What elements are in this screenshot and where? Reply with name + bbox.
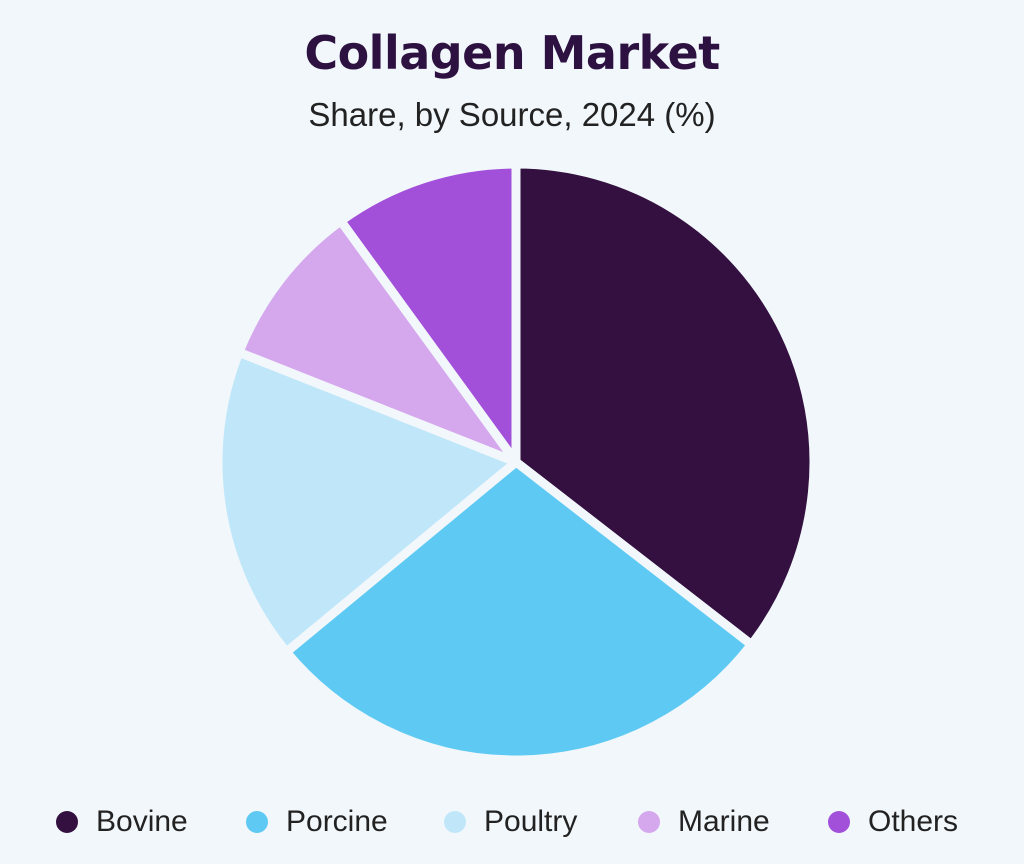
legend-label-poultry: Poultry: [484, 805, 578, 838]
legend-swatch-porcine: [246, 811, 268, 833]
legend-swatch-marine: [638, 811, 660, 833]
legend-item-porcine: Porcine: [246, 800, 388, 844]
legend: Bovine Porcine Poultry Marine Others: [0, 800, 1024, 844]
legend-swatch-poultry: [444, 811, 466, 833]
pie-slice-poultry: [213, 347, 521, 657]
legend-swatch-others: [828, 811, 850, 833]
chart-title: Collagen Market: [304, 26, 720, 80]
legend-label-bovine: Bovine: [96, 805, 188, 838]
legend-item-others: Others: [828, 800, 958, 844]
legend-item-marine: Marine: [638, 800, 770, 844]
pie-slice-others: [336, 159, 521, 467]
pie-slice-bovine: [511, 159, 819, 650]
legend-item-bovine: Bovine: [56, 800, 188, 844]
legend-label-marine: Marine: [678, 805, 770, 838]
legend-label-porcine: Porcine: [286, 805, 388, 838]
pie-slice-marine: [234, 216, 521, 467]
legend-item-poultry: Poultry: [444, 800, 577, 844]
legend-swatch-bovine: [56, 811, 78, 833]
legend-label-others: Others: [868, 805, 959, 838]
chart-subtitle: Share, by Source, 2024 (%): [308, 96, 716, 133]
pie-slice-porcine: [281, 457, 756, 765]
